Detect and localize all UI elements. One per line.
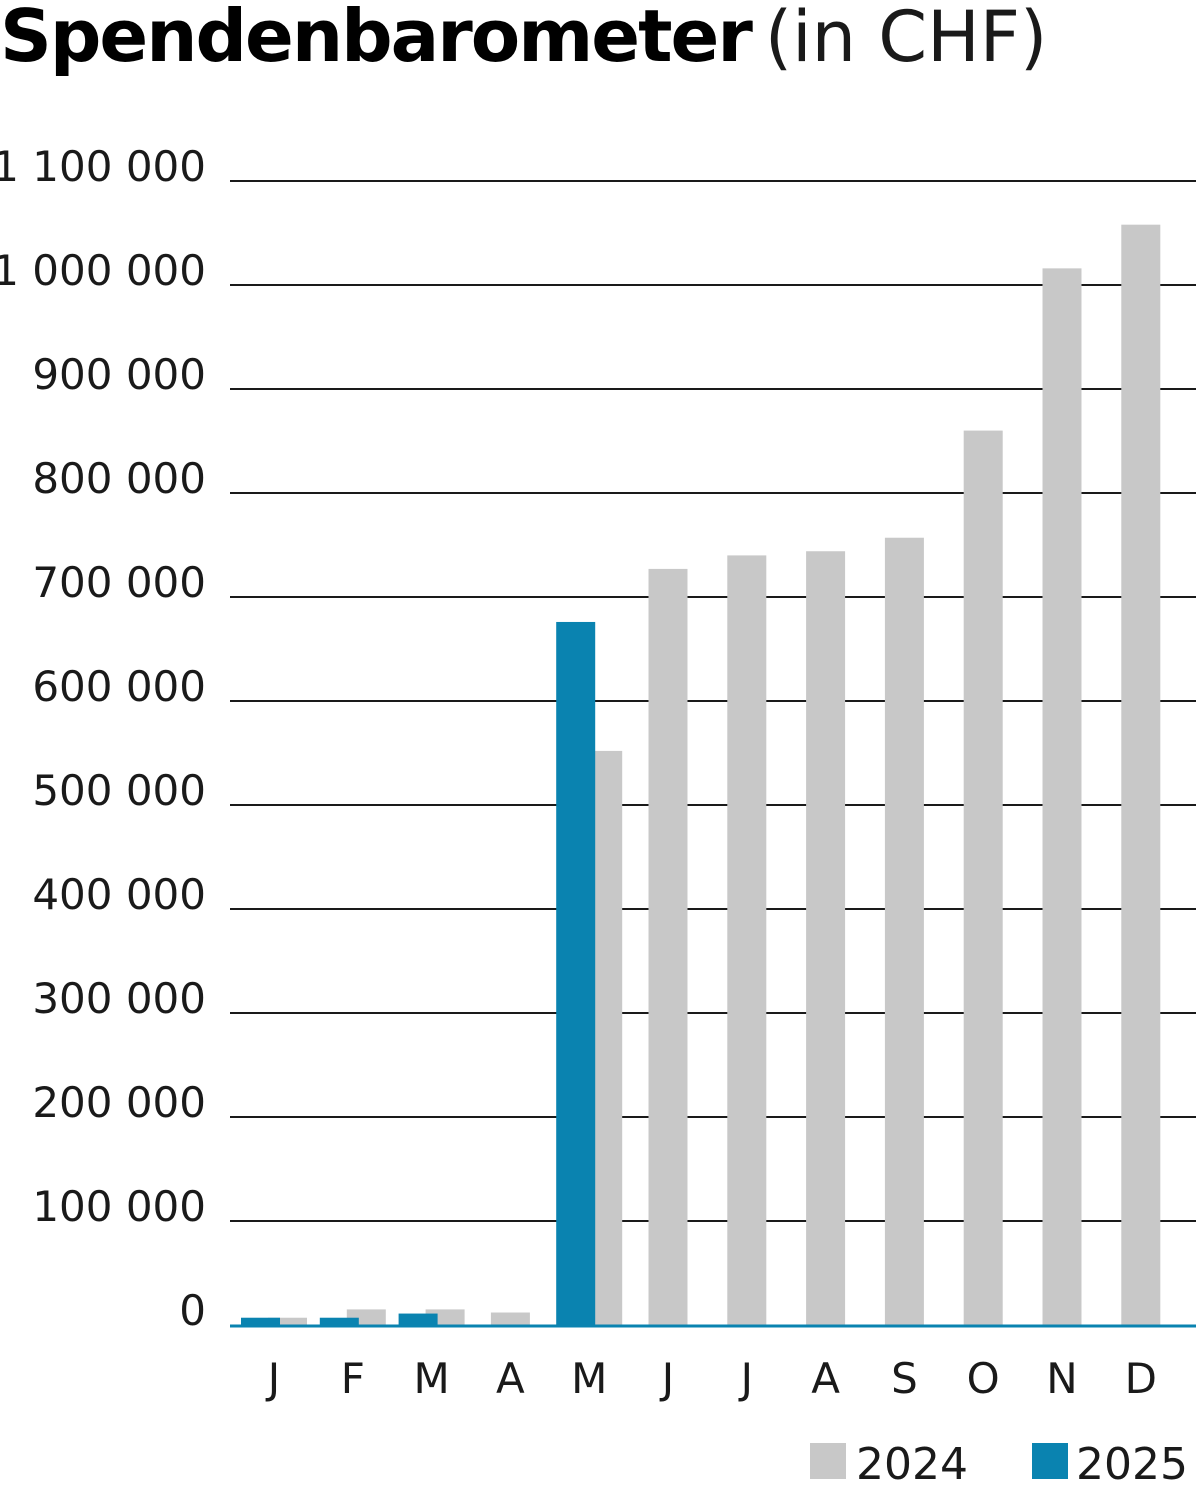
gridlines: [230, 180, 1196, 1222]
bar-2025: [319, 1317, 359, 1325]
y-tick-label: 400 000: [32, 870, 206, 919]
y-tick-label: 800 000: [32, 454, 206, 503]
bar-2024: [884, 537, 924, 1325]
legend-label-2024: 2024: [856, 1439, 968, 1490]
bar-2024: [648, 568, 688, 1325]
bar-2024: [268, 1317, 307, 1325]
bar-2024: [490, 1312, 530, 1325]
bar-2024: [1121, 224, 1161, 1326]
y-tick-label: 500 000: [32, 766, 206, 815]
y-tick-label: 0: [179, 1286, 206, 1335]
bar-2025: [241, 1317, 280, 1325]
y-tick-label: 200 000: [32, 1078, 206, 1127]
bar-2024: [963, 430, 1003, 1326]
x-tick-label: J: [659, 1354, 674, 1403]
legend: 2024 2025: [810, 1439, 1188, 1490]
bar-2025: [398, 1313, 438, 1325]
bar-2024: [1042, 268, 1082, 1325]
x-tick-label: F: [341, 1354, 365, 1403]
legend-label-2025: 2025: [1076, 1439, 1188, 1490]
bar-2024: [727, 555, 767, 1325]
chart-title: Spendenbarometer (in CHF): [0, 0, 1047, 78]
x-tick-label: A: [496, 1354, 525, 1403]
y-tick-label: 1 000 000: [0, 246, 206, 295]
bar-2025: [556, 621, 596, 1325]
x-tick-label: N: [1046, 1354, 1077, 1403]
x-tick-label: M: [571, 1354, 607, 1403]
x-tick-label: O: [967, 1354, 1000, 1403]
y-tick-label: 300 000: [32, 974, 206, 1023]
y-axis-ticks: 0 100 000 200 000 300 000 400 000 500 000 600 …: [0, 142, 206, 1335]
chart-title-main: Spendenbarometer: [0, 0, 753, 78]
series-2025-bars: [241, 621, 596, 1325]
bar-2024: [806, 551, 846, 1325]
chart-title-unit: (in CHF): [764, 0, 1048, 78]
y-tick-label: 900 000: [32, 350, 206, 399]
x-tick-label: D: [1125, 1354, 1157, 1403]
y-tick-label: 600 000: [32, 662, 206, 711]
x-tick-label: S: [891, 1354, 918, 1403]
x-tick-label: J: [738, 1354, 753, 1403]
x-tick-label: A: [811, 1354, 840, 1403]
y-tick-label: 700 000: [32, 558, 206, 607]
x-tick-label: J: [265, 1354, 280, 1403]
y-tick-label: 100 000: [32, 1182, 206, 1231]
y-tick-label: 1 100 000: [0, 142, 206, 191]
x-tick-label: M: [413, 1354, 449, 1403]
legend-swatch-2024: [810, 1443, 846, 1479]
legend-swatch-2025: [1032, 1443, 1068, 1479]
